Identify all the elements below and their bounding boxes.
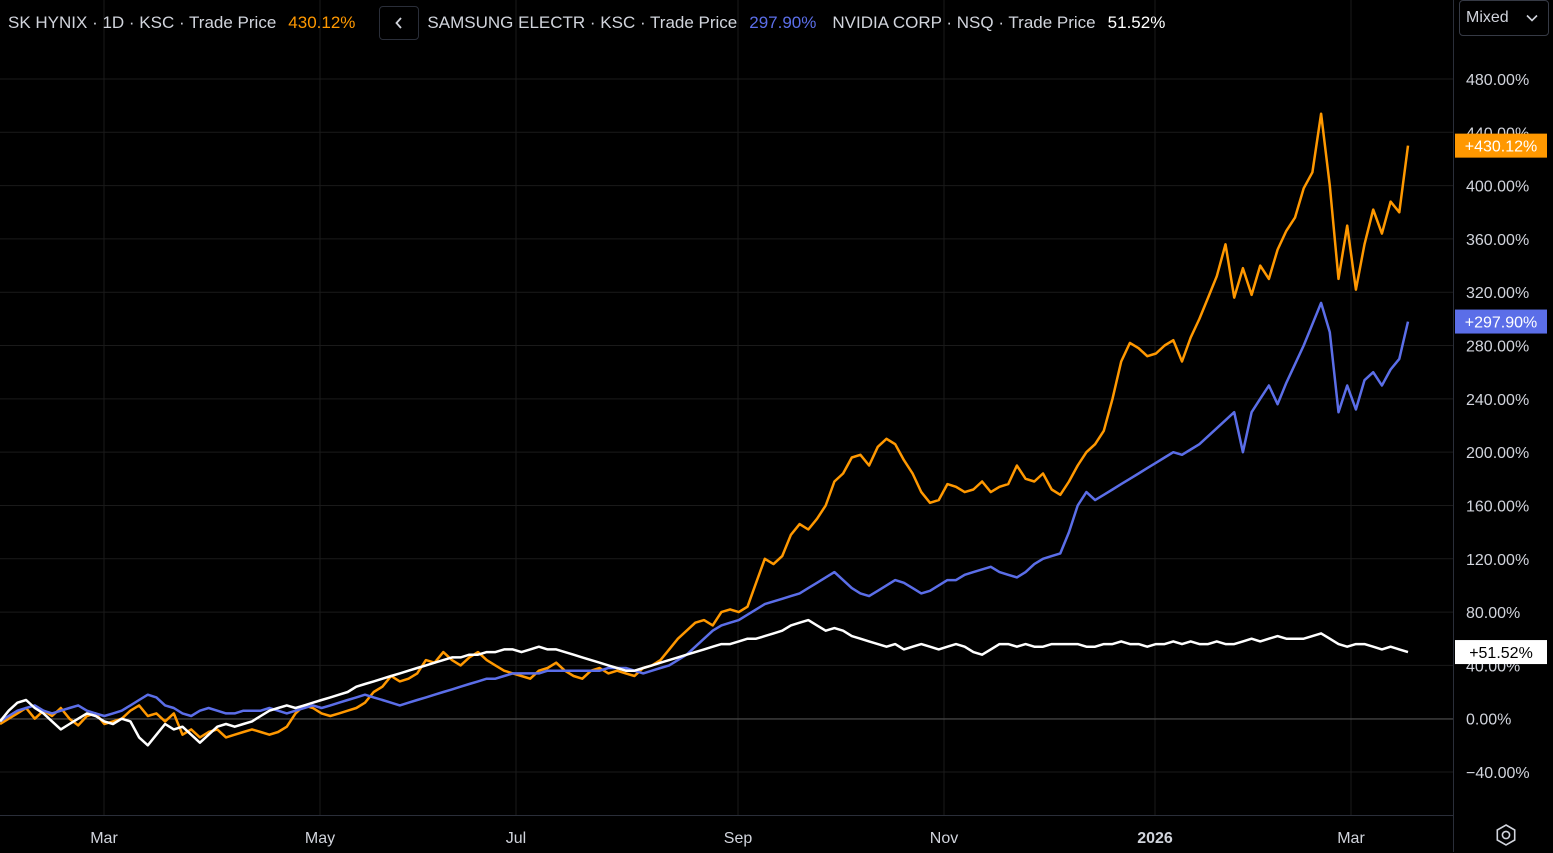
x-tick-label: May	[305, 830, 335, 847]
legend-value-samsung: 297.90%	[749, 13, 817, 32]
last-value-badge	[1455, 309, 1547, 334]
last-value-text: +430.12%	[1465, 139, 1538, 156]
legend-bar: SK HYNIX · 1D · KSC · Trade Price 430.12…	[0, 0, 1165, 46]
y-tick-label: 320.00%	[1466, 285, 1529, 302]
x-tick-label: Mar	[1337, 830, 1365, 847]
legend-item-nvidia[interactable]: NVIDIA CORP · NSQ · Trade Price 51.52%	[832, 13, 1165, 33]
y-tick-label: 280.00%	[1466, 339, 1529, 356]
legend-value-sk-hynix: 430.12%	[288, 13, 356, 32]
scale-mode-dropdown[interactable]: Mixed	[1459, 0, 1549, 36]
y-tick-label: 200.00%	[1466, 445, 1529, 462]
x-tick-label: Mar	[90, 830, 118, 847]
legend-value-nvidia: 51.52%	[1107, 13, 1166, 32]
series-line-nvidia-corp[interactable]	[0, 618, 1409, 747]
series-line-sk-hynix[interactable]	[0, 112, 1410, 739]
legend-label-sk-hynix: SK HYNIX · 1D · KSC · Trade Price	[8, 13, 277, 32]
x-tick-label: 2026	[1137, 830, 1173, 847]
gear-icon	[1496, 824, 1516, 846]
chevron-left-icon	[395, 17, 403, 29]
last-value-text: +51.52%	[1469, 645, 1533, 662]
y-tick-label: 400.00%	[1466, 179, 1529, 196]
y-tick-label: 160.00%	[1466, 498, 1529, 515]
last-value-badge	[1455, 133, 1547, 158]
legend-item-sk-hynix[interactable]: SK HYNIX · 1D · KSC · Trade Price 430.12…	[8, 13, 355, 33]
y-tick-label: 240.00%	[1466, 392, 1529, 409]
chart-settings-button[interactable]	[1493, 822, 1519, 848]
last-value-text: +297.90%	[1465, 315, 1538, 332]
x-tick-label: Nov	[930, 830, 958, 847]
x-tick-label: Jul	[506, 830, 526, 847]
collapse-legend-button[interactable]	[379, 6, 420, 40]
series-line-samsung-electr[interactable]	[0, 301, 1410, 723]
y-tick-label: −40.00%	[1466, 765, 1530, 782]
last-value-labels: +430.12% +297.90% +51.52%	[1455, 133, 1547, 665]
chevron-down-icon	[1526, 11, 1538, 25]
chart-grid	[0, 0, 1453, 815]
x-tick-label: Sep	[724, 830, 753, 847]
legend-label-nvidia: NVIDIA CORP · NSQ · Trade Price	[832, 13, 1096, 32]
y-tick-label: 80.00%	[1466, 605, 1520, 622]
y-tick-label: 360.00%	[1466, 232, 1529, 249]
series-lines	[0, 112, 1410, 747]
scale-mode-label: Mixed	[1466, 9, 1509, 26]
legend-item-samsung[interactable]: SAMSUNG ELECTR · KSC · Trade Price 297.9…	[427, 13, 816, 33]
last-value-badge	[1455, 640, 1547, 665]
time-axis[interactable]: Mar May Jul Sep Nov 2026 Mar	[90, 830, 1365, 847]
y-tick-label: 0.00%	[1466, 712, 1511, 729]
legend-label-samsung: SAMSUNG ELECTR · KSC · Trade Price	[427, 13, 738, 32]
y-tick-label: 480.00%	[1466, 72, 1529, 89]
y-tick-label: 120.00%	[1466, 552, 1529, 569]
price-axis[interactable]: 480.00%440.00%400.00%360.00%320.00%280.0…	[1466, 72, 1530, 782]
